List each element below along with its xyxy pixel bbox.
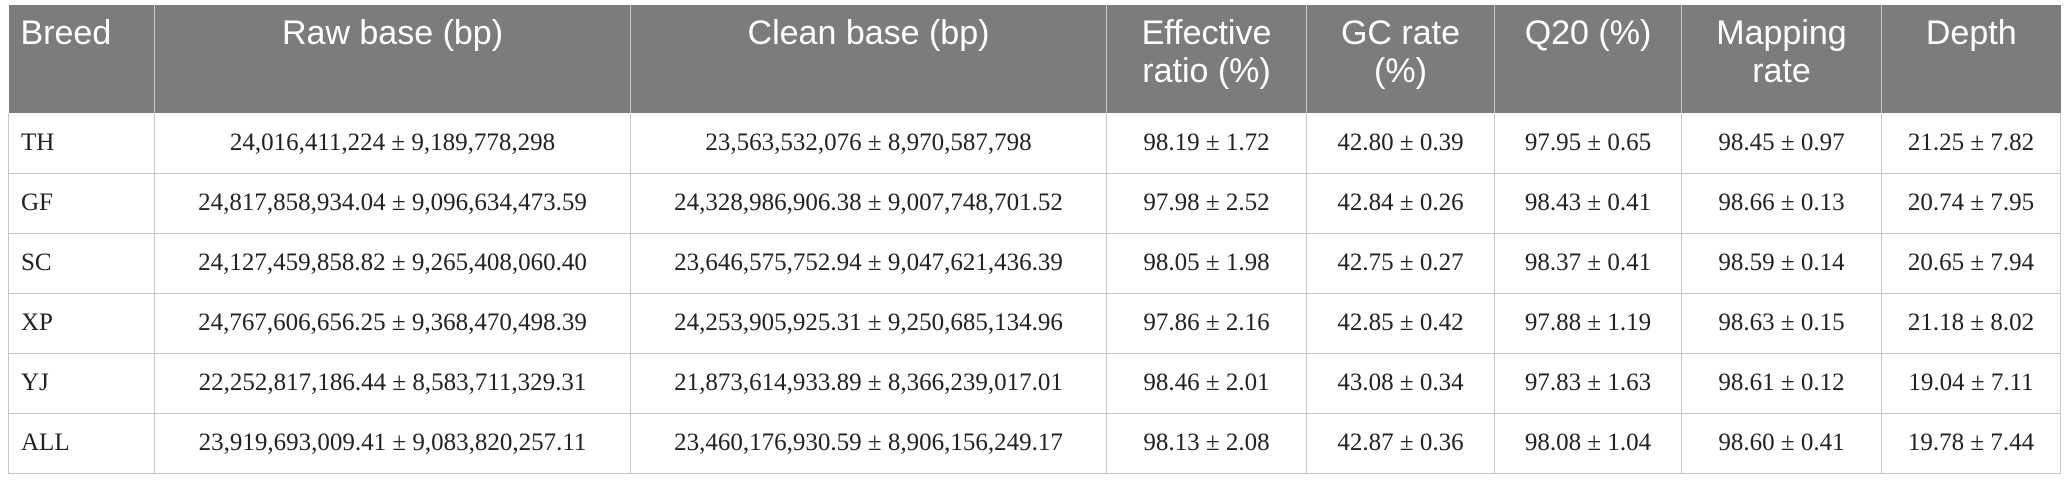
cell-effective-ratio: 98.05 ± 1.98 [1106,233,1307,294]
cell-mapping-rate: 98.60 ± 0.41 [1681,413,1882,474]
cell-clean-base: 23,460,176,930.59 ± 8,906,156,249.17 [630,413,1107,474]
data-table-container: Breed Raw base (bp) Clean base (bp) Effe… [8,5,2061,474]
cell-breed: YJ [8,353,155,414]
cell-breed: SC [8,233,155,294]
header-gc-rate: GC rate (%) [1306,5,1495,113]
header-depth: Depth [1881,5,2061,113]
cell-clean-base: 23,563,532,076 ± 8,970,587,798 [630,113,1107,174]
cell-q20: 98.08 ± 1.04 [1494,413,1682,474]
cell-raw-base: 24,767,606,656.25 ± 9,368,470,498.39 [154,293,631,354]
cell-depth: 20.74 ± 7.95 [1881,173,2061,234]
table-body: TH 24,016,411,224 ± 9,189,778,298 23,563… [8,113,2061,474]
table-row: TH 24,016,411,224 ± 9,189,778,298 23,563… [8,113,2061,174]
cell-effective-ratio: 97.98 ± 2.52 [1106,173,1307,234]
cell-gc-rate: 42.80 ± 0.39 [1306,113,1495,174]
cell-breed: TH [8,113,155,174]
cell-effective-ratio: 98.13 ± 2.08 [1106,413,1307,474]
table-row: GF 24,817,858,934.04 ± 9,096,634,473.59 … [8,173,2061,234]
cell-gc-rate: 42.87 ± 0.36 [1306,413,1495,474]
table-row: SC 24,127,459,858.82 ± 9,265,408,060.40 … [8,233,2061,294]
header-raw-base: Raw base (bp) [154,5,631,113]
header-effective-ratio: Effective ratio (%) [1106,5,1307,113]
cell-depth: 19.78 ± 7.44 [1881,413,2061,474]
header-q20-label: Q20 (%) [1524,14,1652,52]
cell-mapping-rate: 98.61 ± 0.12 [1681,353,1882,414]
cell-mapping-rate: 98.59 ± 0.14 [1681,233,1882,294]
cell-mapping-rate: 98.63 ± 0.15 [1681,293,1882,354]
header-clean-base: Clean base (bp) [630,5,1107,113]
table-header: Breed Raw base (bp) Clean base (bp) Effe… [8,5,2061,113]
table-row: XP 24,767,606,656.25 ± 9,368,470,498.39 … [8,293,2061,354]
header-mapping-rate-label: Mapping rate [1716,14,1847,90]
cell-q20: 98.37 ± 0.41 [1494,233,1682,294]
cell-effective-ratio: 97.86 ± 2.16 [1106,293,1307,354]
cell-gc-rate: 42.84 ± 0.26 [1306,173,1495,234]
cell-gc-rate: 43.08 ± 0.34 [1306,353,1495,414]
header-depth-label: Depth [1925,14,2017,52]
cell-breed: XP [8,293,155,354]
cell-effective-ratio: 98.19 ± 1.72 [1106,113,1307,174]
cell-raw-base: 24,817,858,934.04 ± 9,096,634,473.59 [154,173,631,234]
cell-raw-base: 24,127,459,858.82 ± 9,265,408,060.40 [154,233,631,294]
cell-breed: GF [8,173,155,234]
header-mapping-rate: Mapping rate [1681,5,1882,113]
header-gc-rate-label: GC rate (%) [1340,14,1461,90]
sequencing-stats-table: Breed Raw base (bp) Clean base (bp) Effe… [8,5,2061,474]
cell-gc-rate: 42.75 ± 0.27 [1306,233,1495,294]
header-raw-base-label: Raw base (bp) [281,14,504,52]
header-breed: Breed [8,5,155,113]
cell-depth: 21.25 ± 7.82 [1881,113,2061,174]
cell-raw-base: 23,919,693,009.41 ± 9,083,820,257.11 [154,413,631,474]
cell-breed: ALL [8,413,155,474]
header-row: Breed Raw base (bp) Clean base (bp) Effe… [8,5,2061,113]
cell-depth: 20.65 ± 7.94 [1881,233,2061,294]
cell-q20: 97.95 ± 0.65 [1494,113,1682,174]
cell-q20: 97.88 ± 1.19 [1494,293,1682,354]
cell-clean-base: 21,873,614,933.89 ± 8,366,239,017.01 [630,353,1107,414]
header-breed-label: Breed [20,14,112,52]
cell-effective-ratio: 98.46 ± 2.01 [1106,353,1307,414]
header-clean-base-label: Clean base (bp) [747,14,990,52]
cell-clean-base: 23,646,575,752.94 ± 9,047,621,436.39 [630,233,1107,294]
cell-mapping-rate: 98.45 ± 0.97 [1681,113,1882,174]
cell-q20: 98.43 ± 0.41 [1494,173,1682,234]
table-row: ALL 23,919,693,009.41 ± 9,083,820,257.11… [8,413,2061,474]
cell-gc-rate: 42.85 ± 0.42 [1306,293,1495,354]
cell-q20: 97.83 ± 1.63 [1494,353,1682,414]
header-q20: Q20 (%) [1494,5,1682,113]
cell-depth: 19.04 ± 7.11 [1881,353,2061,414]
cell-clean-base: 24,253,905,925.31 ± 9,250,685,134.96 [630,293,1107,354]
cell-raw-base: 22,252,817,186.44 ± 8,583,711,329.31 [154,353,631,414]
cell-mapping-rate: 98.66 ± 0.13 [1681,173,1882,234]
table-row: YJ 22,252,817,186.44 ± 8,583,711,329.31 … [8,353,2061,414]
cell-raw-base: 24,016,411,224 ± 9,189,778,298 [154,113,631,174]
cell-depth: 21.18 ± 8.02 [1881,293,2061,354]
cell-clean-base: 24,328,986,906.38 ± 9,007,748,701.52 [630,173,1107,234]
header-effective-ratio-label: Effective ratio (%) [1141,14,1272,90]
